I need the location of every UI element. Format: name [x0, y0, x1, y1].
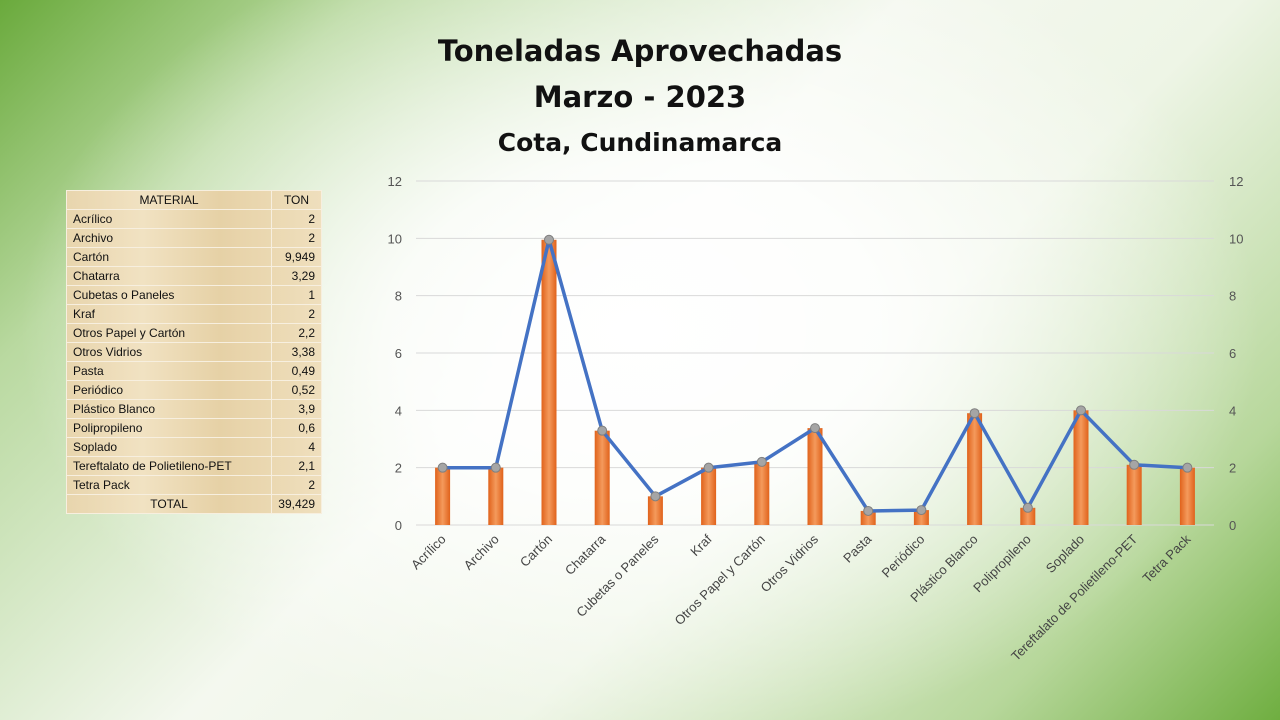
bar [967, 413, 983, 525]
y-tick-label-right: 6 [1229, 346, 1236, 361]
y-tick-label-left: 10 [388, 231, 402, 246]
x-tick-label: Soplado [1043, 532, 1087, 576]
bar [541, 239, 557, 525]
table-body: Acrílico 2 Archivo 2 Cartón 9,949 Chatarra 3,29… [66, 209, 322, 495]
x-tick-label: Archivo [461, 532, 502, 573]
y-tick-label-right: 12 [1229, 174, 1243, 189]
bar [1020, 507, 1036, 525]
total-label: TOTAL [66, 494, 272, 514]
line-point [810, 423, 820, 434]
x-tick-label: Pasta [840, 531, 875, 566]
table-row: Cubetas o Paneles 1 [66, 285, 322, 305]
chart-title: Toneladas Aprovechadas [437, 34, 843, 68]
y-tick-label-right: 2 [1229, 461, 1236, 476]
y-tick-label-left: 12 [388, 174, 402, 189]
table-row: Tereftalato de Polietileno-PET 2,1 [66, 456, 322, 476]
line-point [1076, 405, 1086, 416]
line-series [437, 234, 1193, 516]
line-point [703, 462, 714, 473]
y-tick-label-left: 8 [395, 289, 402, 304]
table-row: Pasta 0,49 [66, 361, 322, 381]
y-tick-label-left: 0 [395, 518, 402, 533]
bar [860, 510, 876, 525]
bar [754, 461, 770, 525]
material-ton: 0,52 [271, 380, 322, 400]
material-name: Periódico [66, 380, 272, 400]
material-name: Plástico Blanco [66, 399, 272, 419]
x-tick-label: Tetra Pack [1139, 531, 1193, 585]
line-point [1182, 462, 1193, 473]
table-row: Periódico 0,52 [66, 380, 322, 400]
material-name: Soplado [66, 437, 272, 457]
bar [435, 467, 451, 525]
line-point [650, 491, 661, 502]
chart-subtitle-location: Cota, Cundinamarca [497, 128, 783, 157]
table-row: Cartón 9,949 [66, 247, 322, 267]
material-ton: 9,949 [271, 247, 322, 267]
bar [701, 467, 717, 525]
y-tick-label-left: 6 [395, 346, 402, 361]
x-tick-label: Cartón [517, 532, 555, 570]
table-total-row: TOTAL 39,429 [66, 494, 322, 514]
y-tick-label-right: 8 [1229, 289, 1236, 304]
x-tick-label: Polipropileno [970, 532, 1034, 596]
line-point [1022, 502, 1033, 513]
material-name: Cubetas o Paneles [66, 285, 272, 305]
bar [647, 496, 663, 525]
line-point [756, 456, 767, 467]
y-tick-label-right: 10 [1229, 231, 1243, 246]
x-tick-label: Otros Vidrios [758, 531, 822, 595]
material-ton: 4 [271, 437, 322, 457]
bar-series [435, 239, 1195, 525]
line-point [1129, 459, 1140, 470]
table-row: Acrílico 2 [66, 209, 322, 229]
total-value: 39,429 [271, 494, 322, 514]
y-tick-label-left: 4 [395, 403, 402, 418]
line-point [863, 505, 874, 516]
chart-subtitle-date: Marzo - 2023 [533, 80, 747, 114]
bar [1126, 464, 1142, 525]
material-name: Tereftalato de Polietileno-PET [66, 456, 272, 476]
bar [488, 467, 504, 525]
x-tick-label: Acrílico [408, 532, 449, 573]
material-ton: 2,1 [271, 456, 322, 476]
y-axis-left: 0 2 4 6 8 10 12 [388, 174, 402, 533]
bar [913, 510, 929, 525]
bar [1179, 467, 1195, 525]
line-point [597, 425, 608, 436]
bar [594, 430, 610, 525]
line-point [544, 234, 554, 245]
material-ton: 3,9 [271, 399, 322, 419]
y-tick-label-right: 4 [1229, 403, 1236, 418]
table-row: Plástico Blanco 3,9 [66, 399, 322, 419]
line-point [969, 408, 980, 419]
table-row: Otros Papel y Cartón 2,2 [66, 323, 322, 343]
y-tick-label-right: 0 [1229, 518, 1236, 533]
bar [1073, 410, 1089, 525]
data-table: MATERIAL TON Acrílico 2 Archivo 2 Cartón 9,94… [66, 190, 322, 514]
table-row: Soplado 4 [66, 437, 322, 457]
line-point [490, 462, 501, 473]
line-point [437, 462, 448, 473]
x-tick-label: Kraf [687, 531, 715, 559]
material-ton: 1 [271, 285, 322, 305]
y-tick-label-left: 2 [395, 461, 402, 476]
x-tick-label: Periódico [879, 532, 928, 581]
line-point [916, 505, 927, 516]
x-tick-label: Otros Papel y Cartón [671, 532, 767, 628]
material-ton: 2,2 [271, 323, 322, 343]
y-axis-right: 0 2 4 6 8 10 12 [1229, 174, 1243, 533]
bar [807, 428, 823, 525]
x-tick-label: Chatarra [562, 531, 609, 578]
